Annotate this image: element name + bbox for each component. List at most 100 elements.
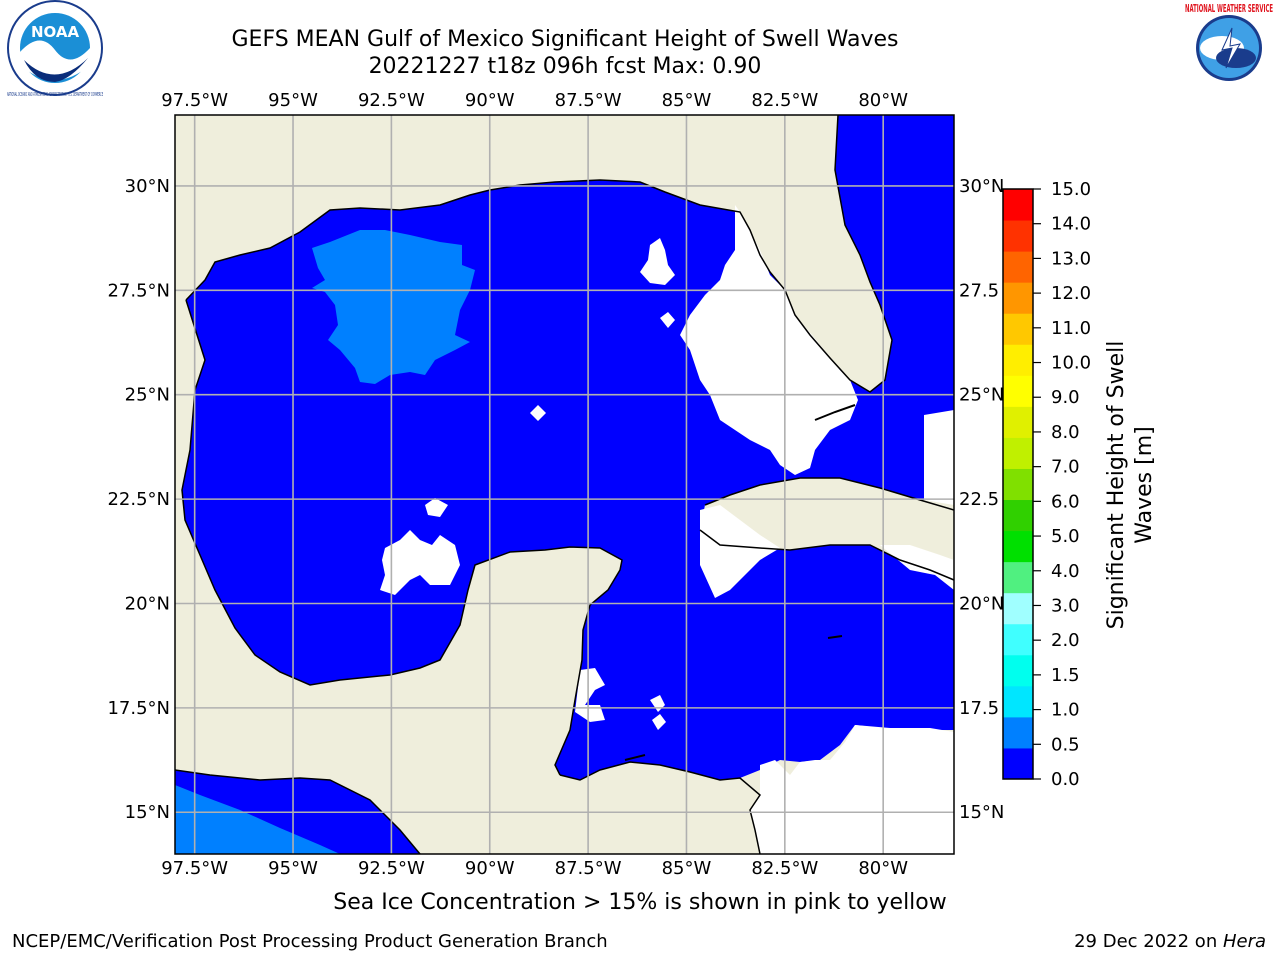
colorbar-segment [1003, 437, 1033, 469]
sea-ice-note: Sea Ice Concentration > 15% is shown in … [333, 890, 947, 915]
noaa-logo-ring-text: NATIONAL OCEANIC AND ATMOSPHERIC ADMINIS… [7, 92, 103, 98]
noaa-logo: NOAA NATIONAL OCEANIC AND ATMOSPHERIC AD… [7, 0, 103, 98]
lon-label-bottom: 85°W [662, 858, 712, 879]
no-data-patch-6 [650, 695, 666, 730]
lat-label-right: 27.5 [959, 280, 999, 301]
colorbar-segment [1003, 220, 1033, 252]
colorbar-segment [1003, 716, 1033, 749]
colorbar-tick-label: 11.0 [1051, 318, 1091, 339]
lat-label-left: 22.5°N [107, 489, 170, 510]
colorbar-tick-label: 7.0 [1051, 457, 1080, 478]
generation-date: 29 Dec 2022 on Hera [1074, 931, 1266, 952]
lon-labels-top: 97.5°W 95°W 92.5°W 90°W 87.5°W 85°W 82.5°W 80°W [161, 90, 908, 111]
colorbar-segment [1003, 375, 1033, 407]
colorbar-tick-label: 0.0 [1051, 769, 1080, 790]
map-frame [174, 114, 955, 855]
lat-label-right: 17.5 [959, 698, 999, 719]
lon-label-top: 87.5°W [555, 90, 622, 111]
colorbar-frame [1002, 188, 1034, 780]
lon-label-bottom: 87.5°W [555, 858, 622, 879]
colorbar-tick-label: 2.0 [1051, 630, 1080, 651]
lon-label-top: 95°W [268, 90, 318, 111]
colorbar-segment [1003, 685, 1033, 718]
lat-label-right: 30°N [959, 176, 1004, 197]
no-data-nicaragua-shelf [750, 725, 954, 854]
colorbar: 15.0 14.0 13.0 12.0 11.0 10.0 9.0 8.0 7.0 6.0 5.0 4… [1002, 179, 1091, 790]
colorbar-tick-label: 0.5 [1051, 734, 1080, 755]
lon-label-top: 92.5°W [358, 90, 425, 111]
lat-labels-right: 30°N 27.5 25°N 22.5 20°N 17.5 15°N [959, 176, 1004, 823]
colorbar-tick-label: 13.0 [1051, 248, 1091, 269]
colorbar-segment [1003, 592, 1033, 625]
nws-logo: NATIONAL WEATHER SERVICE [1182, 1, 1276, 95]
no-data-patch-1 [640, 238, 675, 285]
lat-label-right: 20°N [959, 593, 1004, 614]
lat-label-right: 15°N [959, 802, 1004, 823]
lon-label-top: 97.5°W [161, 90, 228, 111]
colorbar-label: Significant Height of Swell Waves [m] [1104, 340, 1157, 630]
colorbar-segment [1003, 561, 1033, 594]
no-data-bahamas [924, 410, 954, 505]
lon-label-bottom: 95°W [268, 858, 318, 879]
lon-labels-bottom: 97.5°W 95°W 92.5°W 90°W 87.5°W 85°W 82.5°W 80°W [161, 858, 908, 879]
colorbar-tick-label: 14.0 [1051, 214, 1091, 235]
colorbar-tick-label: 1.0 [1051, 700, 1080, 721]
swell-patch-mid [312, 230, 475, 384]
no-data-patch-3 [530, 405, 546, 421]
colorbar-segment [1003, 406, 1033, 438]
lat-label-left: 17.5°N [107, 698, 170, 719]
map-subtitle: 20221227 t18z 096h fcst Max: 0.90 [368, 54, 762, 79]
colorbar-tick-label: 1.5 [1051, 665, 1080, 686]
colorbar-segment [1003, 251, 1033, 283]
colorbar-segment [1003, 313, 1033, 345]
no-data-cuba-east [880, 545, 954, 590]
lon-label-bottom: 97.5°W [161, 858, 228, 879]
no-data-cuba-south [700, 505, 780, 598]
graticule [175, 115, 954, 854]
colorbar-segment [1003, 282, 1033, 314]
pacific-water-mid [175, 785, 340, 854]
colorbar-segment [1003, 344, 1033, 376]
map-title: GEFS MEAN Gulf of Mexico Significant Hei… [231, 27, 899, 52]
lat-label-left: 30°N [125, 176, 170, 197]
colorbar-segment [1003, 747, 1033, 780]
map-panel [175, 115, 954, 854]
colorbar-tick-label: 5.0 [1051, 526, 1080, 547]
nws-logo-ring-text: NATIONAL WEATHER SERVICE [1185, 2, 1273, 15]
lat-label-right: 22.5 [959, 489, 999, 510]
organization-credit: NCEP/EMC/Verification Post Processing Pr… [12, 931, 608, 952]
lat-label-left: 27.5°N [107, 280, 170, 301]
lon-label-top: 90°W [465, 90, 515, 111]
lon-label-top: 80°W [858, 90, 908, 111]
colorbar-segment [1003, 468, 1033, 501]
colorbar-tick-label: 12.0 [1051, 283, 1091, 304]
colorbar-tick-label: 4.0 [1051, 561, 1080, 582]
lon-label-top: 85°W [662, 90, 712, 111]
no-data-patch-5 [380, 530, 460, 595]
machine-name: Hera [1222, 931, 1266, 952]
noaa-logo-text: NOAA [31, 23, 80, 41]
colorbar-segment [1003, 189, 1033, 221]
lat-labels-left: 30°N 27.5°N 25°N 22.5°N 20°N 17.5°N 15°N [107, 176, 170, 823]
lat-label-left: 15°N [125, 802, 170, 823]
colorbar-tick-label: 10.0 [1051, 353, 1091, 374]
no-data-florida-shelf [680, 205, 858, 475]
lat-label-left: 20°N [125, 593, 170, 614]
lon-label-top: 82.5°W [751, 90, 818, 111]
colorbar-segment [1003, 623, 1033, 656]
lon-label-bottom: 80°W [858, 858, 908, 879]
colorbar-tick-label: 15.0 [1051, 179, 1091, 200]
lon-label-bottom: 92.5°W [358, 858, 425, 879]
colorbar-tick-label: 6.0 [1051, 491, 1080, 512]
colorbar-segment [1003, 530, 1033, 563]
colorbar-segment [1003, 499, 1033, 532]
colorbar-tick-label: 9.0 [1051, 387, 1080, 408]
lat-label-left: 25°N [125, 385, 170, 406]
colorbar-tick-label: 3.0 [1051, 595, 1080, 616]
no-data-patch-2 [660, 312, 675, 328]
no-data-patch-4 [425, 498, 448, 517]
colorbar-segment [1003, 654, 1033, 687]
coastlines [175, 115, 954, 854]
colorbar-tick-label: 8.0 [1051, 422, 1080, 443]
